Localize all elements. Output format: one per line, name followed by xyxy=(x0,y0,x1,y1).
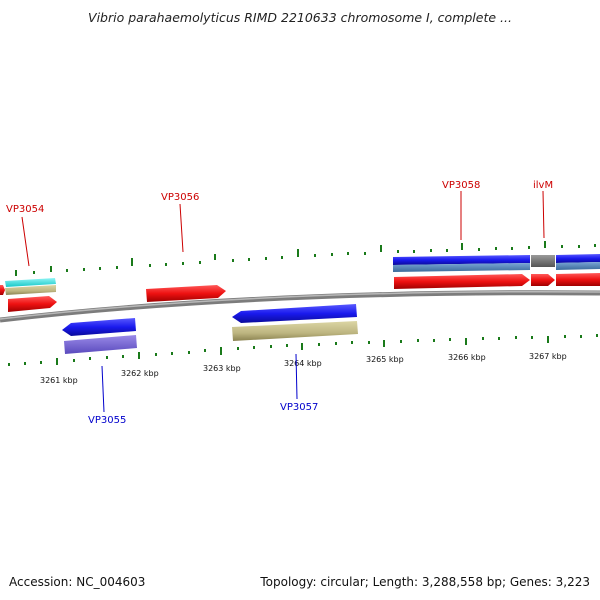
gene-feature-red[interactable] xyxy=(531,274,555,286)
tick-label: 3264 kbp xyxy=(284,359,322,368)
genome-backbone-highlight xyxy=(0,290,600,320)
tick-label: 3263 kbp xyxy=(203,364,241,373)
inner-minor-ticks xyxy=(8,334,598,366)
gene-label-vp3056[interactable]: VP3056 xyxy=(161,192,199,203)
gene-feature-steel[interactable] xyxy=(556,262,600,270)
plus-strand-features[interactable] xyxy=(0,254,600,312)
kbp-scale: 3261 kbp 3262 kbp 3263 kbp 3264 kbp 3265… xyxy=(40,352,567,385)
gene-feature-cyan[interactable] xyxy=(5,278,56,287)
gene-feature-red[interactable] xyxy=(8,296,57,312)
minus-strand-features[interactable] xyxy=(62,304,358,354)
outer-tick-ring xyxy=(15,241,546,276)
gene-feature-blue[interactable] xyxy=(393,255,530,265)
gene-labels: VP3054 VP3056 VP3058 ilvM VP3055 VP3057 xyxy=(6,180,553,426)
gene-label-vp3058[interactable]: VP3058 xyxy=(442,180,480,191)
tick-label: 3261 kbp xyxy=(40,376,78,385)
gene-label-vp3054[interactable]: VP3054 xyxy=(6,204,44,215)
gene-feature-red[interactable] xyxy=(394,274,530,289)
gene-feature-blue[interactable] xyxy=(62,318,136,336)
inner-tick-ring xyxy=(56,336,549,365)
gene-feature-steel[interactable] xyxy=(393,263,530,272)
map-title: Vibrio parahaemolyticus RIMD 2210633 chr… xyxy=(88,10,512,25)
gene-feature-gray[interactable] xyxy=(531,255,555,267)
gene-feature-khaki[interactable] xyxy=(232,321,358,341)
gene-feature-purple[interactable] xyxy=(64,335,137,354)
gene-feature-khaki[interactable] xyxy=(5,285,56,295)
gene-label-ilvm[interactable]: ilvM xyxy=(533,180,553,191)
genome-summary-text: Topology: circular; Length: 3,288,558 bp… xyxy=(260,575,590,589)
genome-backbone xyxy=(0,290,600,323)
tick-label: 3262 kbp xyxy=(121,369,159,378)
tick-label: 3266 kbp xyxy=(448,353,486,362)
tick-label: 3267 kbp xyxy=(529,352,567,361)
accession-text: Accession: NC_004603 xyxy=(9,575,146,589)
tick-label: 3265 kbp xyxy=(366,355,404,364)
gene-feature-red[interactable] xyxy=(556,273,600,286)
label-leaders xyxy=(21,190,545,413)
gene-feature-red[interactable] xyxy=(146,285,226,302)
gene-label-vp3057[interactable]: VP3057 xyxy=(280,402,318,413)
gene-feature-blue[interactable] xyxy=(232,304,357,323)
gene-label-vp3055[interactable]: VP3055 xyxy=(88,415,126,426)
gene-feature-blue[interactable] xyxy=(556,254,600,263)
gene-feature-red[interactable] xyxy=(0,285,5,295)
outer-minor-ticks xyxy=(33,244,596,274)
